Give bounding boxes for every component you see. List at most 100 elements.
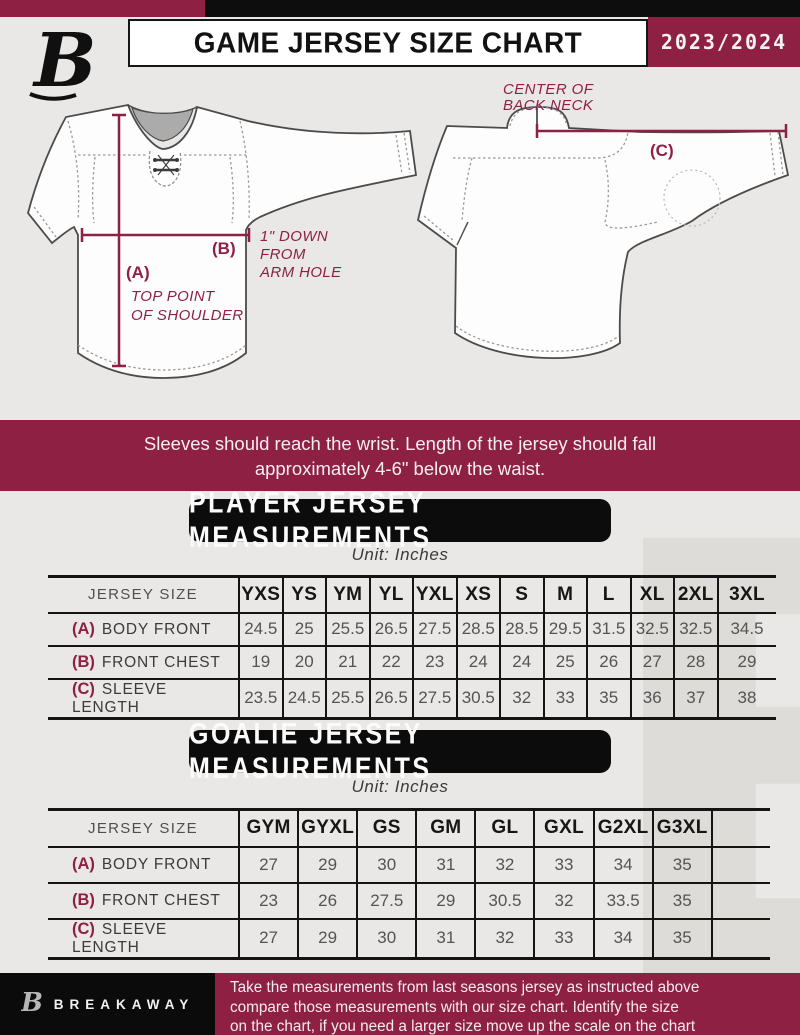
player-jersey-size-header: JERSEY SIZE [88,586,198,604]
back-jersey-outline [416,106,790,359]
value-cell: 30 [356,846,417,883]
value-cell: 26.5 [368,678,413,718]
top-accent-bar-black [205,0,800,17]
page-title: GAME JERSEY SIZE CHART [193,26,583,59]
value-cell: 31.5 [586,612,631,646]
size-column-header: YXL [412,576,457,613]
size-column-header: L [586,576,631,613]
value-cell: 35 [651,918,712,958]
row-key: (B) [72,652,95,671]
row-label: (B) FRONT CHEST [72,652,221,671]
goalie-jersey-size-header: JERSEY SIZE [88,819,198,837]
value-cell: 23 [237,882,299,919]
size-column-header: XL [629,576,674,613]
row-label: (A) BODY FRONT [72,855,212,873]
value-cell: 30 [356,918,417,958]
value-cell: 32 [533,882,594,919]
row-key: (B) [72,891,95,909]
value-cell: 34 [592,918,653,958]
footer: B BREAKAWAY Take the measurements from l… [0,973,800,1035]
value-cell: 28 [673,645,718,679]
value-cell: 37 [673,678,718,718]
footer-line-3: on the chart, if you need a larger size … [230,1018,696,1035]
goalie-table-header-row: JERSEY SIZE GYM GYXL GS GM GL GXL G2XL G3XL [48,809,770,847]
back-note-c-line2: BACK NECK [503,97,594,114]
value-cell: 36 [629,678,674,718]
player-size-table: JERSEY SIZE YXS YS YM YL YXL XS S M L XL 2XL 3XL (A… [48,575,776,720]
value-cell: 20 [281,645,326,679]
value-cell: 26 [586,645,631,679]
fit-instruction-banner: Sleeves should reach the wrist. Length o… [0,420,800,491]
value-cell: 29 [297,918,358,958]
row-key: (A) [72,619,95,638]
row-label: (C) SLEEVE LENGTH [72,919,168,956]
size-column-header: GXL [533,809,594,847]
row-label: (B) FRONT CHEST [72,891,221,909]
banner-line-1: Sleeves should reach the wrist. Length o… [143,433,657,454]
footer-brand-block: B BREAKAWAY [0,973,215,1035]
row-key: (C) [72,919,95,938]
size-column-header: GL [474,809,535,847]
measurement-row: (B) FRONT CHEST 19 20 21 22 23 24 24 25 26 27 28 29 [48,645,776,679]
footer-instructions: Take the measurements from last seasons … [215,973,800,1035]
footer-line-1: Take the measurements from last seasons … [230,979,700,996]
row-key: (A) [72,855,95,873]
value-cell: 35 [651,846,712,883]
value-cell: 19 [238,645,283,679]
value-cell: 28.5 [455,612,500,646]
row-label: (A) BODY FRONT [72,619,212,638]
value-cell: 27.5 [412,612,457,646]
measurement-row: (A) BODY FRONT 27 29 30 31 32 33 34 35 [48,846,770,883]
value-cell: 25 [281,612,326,646]
value-cell: 26.5 [368,612,413,646]
goalie-size-table: JERSEY SIZE GYM GYXL GS GM GL GXL G2XL G3XL (A)… [48,808,770,960]
player-unit-label: Unit: Inches [351,545,449,564]
goalie-section-header: GOALIE JERSEY MEASUREMENTS [189,717,611,785]
value-cell: 25.5 [325,612,370,646]
front-note-b-line3: ARM HOLE [259,264,342,281]
size-column-header: YS [281,576,326,613]
measurement-row: (B) FRONT CHEST 23 26 27.5 29 30.5 32 33.5 35 [48,882,770,919]
front-note-b-line1: 1" DOWN [260,228,328,245]
value-cell: 27 [237,846,299,883]
value-cell: 33 [542,678,587,718]
size-column-header [710,809,770,847]
player-table-header-row: JERSEY SIZE YXS YS YM YL YXL XS S M L XL 2XL 3XL [48,576,776,613]
size-column-header: GS [356,809,417,847]
breakaway-b-footer-icon: B [20,987,45,1022]
value-cell: 27.5 [356,882,417,919]
measurement-row: (C) SLEEVE LENGTH 23.5 24.5 25.5 26.5 27.5 30.5… [48,678,776,718]
value-cell: 29.5 [542,612,587,646]
size-column-header: GYXL [297,809,358,847]
row-label: (C) SLEEVE LENGTH [72,679,168,716]
value-cell: 31 [415,846,476,883]
value-cell: 24 [499,645,544,679]
value-cell: 22 [368,645,413,679]
size-column-header: YXS [238,576,283,613]
value-cell: 24.5 [238,612,283,646]
value-cell: 34.5 [716,612,776,646]
goalie-unit-label: Unit: Inches [351,777,449,796]
value-cell: 27 [237,918,299,958]
value-cell: 32 [474,918,535,958]
value-cell: 24 [455,645,500,679]
measurement-row: (C) SLEEVE LENGTH 27 29 30 31 32 33 34 35 [48,918,770,958]
banner-line-2: approximately 4-6" below the waist. [254,458,546,479]
front-note-a-line1: TOP POINT [131,288,216,305]
row-key: (C) [72,679,95,698]
goalie-section-title: GOALIE JERSEY MEASUREMENTS [189,717,432,785]
size-column-header: YM [325,576,370,613]
front-note-a-line2: OF SHOULDER [131,307,243,324]
svg-text:B: B [32,20,97,104]
size-column-header: G3XL [651,809,712,847]
front-label-b: (B) [212,239,236,258]
size-column-header: 2XL [673,576,718,613]
value-cell: 24.5 [281,678,326,718]
size-column-header: YL [368,576,413,613]
player-section-title: PLAYER JERSEY MEASUREMENTS [189,486,432,554]
value-cell: 35 [586,678,631,718]
front-collar-inner [131,106,194,142]
value-cell [710,846,770,883]
back-label-c: (C) [650,141,674,160]
value-cell: 38 [716,678,776,718]
